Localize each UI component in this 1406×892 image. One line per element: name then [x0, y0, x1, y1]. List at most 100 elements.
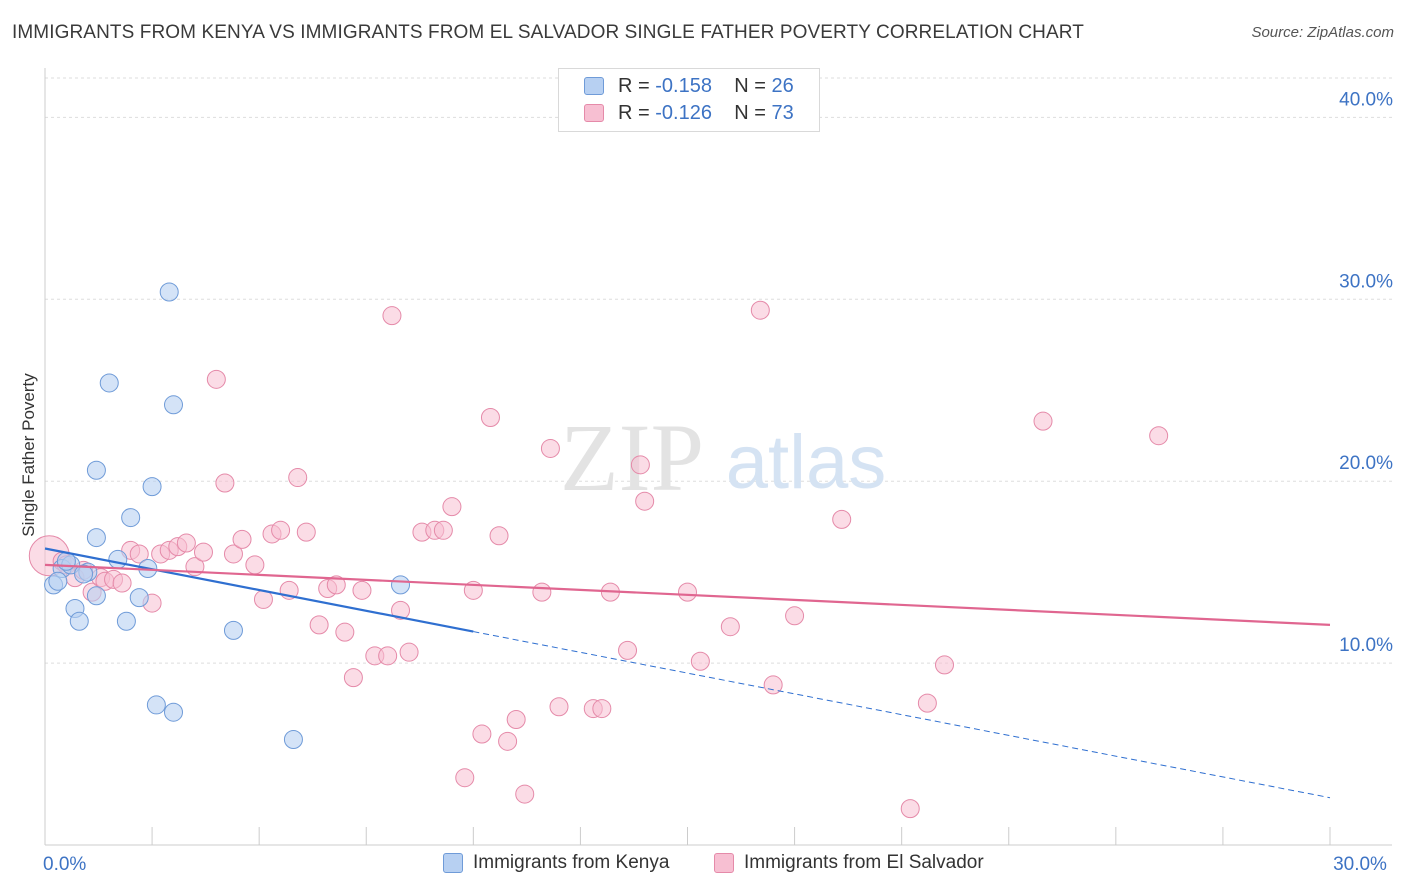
source-label: Source: ZipAtlas.com	[1251, 24, 1394, 41]
kenya-point-22	[391, 575, 411, 595]
elsalvador-point-47	[472, 724, 492, 744]
kenya-r-value: -0.158	[655, 75, 712, 97]
elsalvador-point-57	[592, 699, 612, 719]
correlation-legend: R = -0.158 N = 26 R = -0.126 N = 73	[558, 68, 820, 132]
elsalvador-point-45	[455, 768, 475, 788]
x-tick-label-1: 30.0%	[1333, 854, 1387, 875]
y-tick-label-1: 20.0%	[1339, 453, 1393, 474]
kenya-point-9	[86, 460, 106, 480]
kenya-point-15	[142, 477, 162, 497]
tick-labels: 10.0% 20.0% 30.0% 40.0% 0.0% 30.0%	[43, 89, 1393, 875]
elsalvador-point-67	[785, 606, 805, 626]
elsalvador-point-50	[498, 731, 518, 751]
elsalvador-point-64	[720, 617, 740, 637]
kenya-point-4	[69, 611, 89, 631]
kenya-point-13	[129, 588, 149, 608]
kenya-point-25	[48, 571, 68, 591]
kenya-trend-solid	[44, 547, 474, 633]
elsalvador-point-29	[296, 522, 316, 542]
elsalvador-point-21	[223, 544, 243, 564]
kenya-n-label: N =	[734, 75, 772, 97]
elsalvador-point-61	[635, 491, 655, 511]
elsalvador-point-43	[433, 520, 453, 540]
kenya-point-11	[116, 611, 136, 631]
elsalvador-point-23	[245, 555, 265, 575]
kenya-n-value: 26	[771, 75, 794, 97]
elsalvador-point-30	[309, 615, 329, 635]
elsalvador-point-70	[917, 693, 937, 713]
elsalvador-point-20	[215, 473, 235, 493]
chart-title: IMMIGRANTS FROM KENYA VS IMMIGRANTS FROM…	[12, 22, 1084, 43]
watermark-atlas: atlas	[726, 420, 887, 505]
kenya-r-label: R =	[618, 75, 656, 97]
elsalvador-point-44	[442, 497, 462, 517]
y-tick-label-3: 40.0%	[1339, 89, 1393, 110]
bottom-elsalvador-label: Immigrants from El Salvador	[744, 852, 984, 873]
elsalvador-point-60	[630, 455, 650, 475]
elsalvador-point-22	[232, 529, 252, 549]
elsalvador-point-68	[832, 509, 852, 529]
kenya-point-8	[99, 373, 119, 393]
elsalvador-point-73	[1149, 426, 1169, 446]
kenya-points	[44, 282, 411, 749]
kenya-point-6	[86, 586, 106, 606]
elsalvador-r-value: -0.126	[655, 102, 712, 124]
elsalvador-point-32	[326, 575, 346, 595]
kenya-trend-dashed	[473, 631, 1331, 799]
elsalvador-n-value: 73	[771, 102, 794, 124]
y-tick-label-2: 30.0%	[1339, 271, 1393, 292]
watermark-zip: ZIP	[560, 404, 704, 511]
kenya-point-17	[159, 282, 179, 302]
kenya-swatch	[584, 77, 604, 95]
elsalvador-point-59	[618, 640, 638, 660]
bottom-kenya-swatch	[443, 853, 463, 873]
elsalvador-point-28	[288, 468, 308, 488]
kenya-point-24	[74, 564, 94, 584]
y-axis-label: Single Father Poverty	[19, 373, 38, 537]
elsalvador-point-33	[335, 622, 355, 642]
elsalvador-point-54	[540, 438, 560, 458]
elsalvador-point-19	[206, 369, 226, 389]
elsalvador-point-48	[480, 408, 500, 428]
elsalvador-points	[28, 300, 1169, 819]
x-tick-label-0: 0.0%	[43, 854, 86, 875]
elsalvador-n-label: N =	[734, 102, 772, 124]
elsalvador-point-51	[506, 709, 526, 729]
elsalvador-point-9	[112, 573, 132, 593]
elsalvador-point-55	[549, 697, 569, 717]
elsalvador-point-53	[532, 582, 552, 602]
elsalvador-point-63	[690, 651, 710, 671]
elsalvador-point-49	[489, 526, 509, 546]
trend-lines	[44, 547, 1331, 799]
axes	[44, 68, 1392, 846]
elsalvador-point-26	[271, 520, 291, 540]
kenya-point-7	[86, 528, 106, 548]
elsalvador-trend-line	[44, 563, 1331, 626]
kenya-point-20	[223, 620, 243, 640]
kenya-point-16	[146, 695, 166, 715]
elsalvador-point-40	[399, 642, 419, 662]
elsalvador-r-label: R =	[618, 102, 656, 124]
elsalvador-point-16	[176, 533, 196, 553]
elsalvador-point-69	[900, 799, 920, 819]
elsalvador-point-34	[343, 668, 363, 688]
elsalvador-point-62	[678, 582, 697, 602]
y-tick-label-0: 10.0%	[1339, 635, 1393, 656]
elsalvador-point-71	[935, 655, 954, 675]
bottom-elsalvador-swatch	[714, 853, 734, 873]
kenya-point-19	[164, 702, 183, 722]
kenya-point-12	[121, 508, 141, 528]
elsalvador-point-39	[391, 600, 411, 620]
kenya-point-10	[108, 549, 128, 569]
elsalvador-point-11	[129, 544, 149, 564]
elsalvador-point-38	[382, 306, 402, 326]
kenya-point-21	[283, 729, 303, 749]
elsalvador-point-37	[378, 646, 398, 666]
elsalvador-point-18	[193, 542, 213, 562]
elsalvador-point-65	[750, 300, 770, 320]
elsalvador-point-35	[352, 580, 372, 600]
bottom-kenya-label: Immigrants from Kenya	[473, 852, 670, 873]
elsalvador-point-52	[515, 784, 535, 804]
elsalvador-swatch	[584, 104, 604, 122]
